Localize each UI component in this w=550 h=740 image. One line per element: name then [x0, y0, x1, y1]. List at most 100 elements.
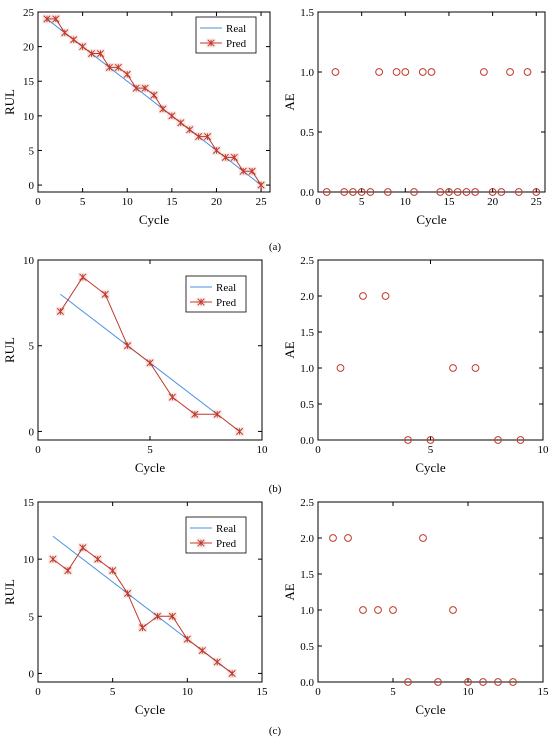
legend-box — [185, 275, 247, 313]
y-tick-label: 15 — [23, 497, 35, 509]
x-axis-label: Cycle — [135, 702, 166, 717]
y-tick-label: 10 — [23, 111, 35, 123]
ae-point — [488, 188, 497, 196]
pred-point — [239, 167, 247, 175]
ae-point — [375, 68, 384, 76]
y-axis-label: RUL — [2, 89, 17, 115]
ae-point — [494, 678, 502, 686]
plot-frame — [317, 259, 544, 441]
y-tick-label: 5 — [29, 611, 35, 623]
x-tick-label: 25 — [256, 196, 268, 208]
y-tick-label: 1.5 — [300, 7, 314, 19]
pred-point — [49, 555, 57, 563]
legend-box — [185, 516, 247, 554]
pred-point — [213, 658, 221, 666]
pred-point — [213, 410, 221, 418]
x-tick-label: 15 — [166, 196, 178, 208]
pred-point — [191, 410, 199, 418]
y-tick-label: 2.0 — [300, 291, 314, 303]
ae-point — [381, 292, 390, 300]
ae-point — [479, 678, 487, 686]
y-tick-label: 0.0 — [300, 677, 314, 689]
x-tick-label: 5 — [428, 444, 434, 456]
pred-point — [124, 589, 132, 597]
pred-point — [43, 15, 51, 23]
legend-pred-marker — [197, 298, 205, 306]
pred-point — [79, 544, 87, 552]
pred-point — [52, 15, 60, 23]
legend: Real Pred — [195, 16, 257, 54]
pred-point — [203, 133, 212, 141]
pred-point — [141, 84, 149, 92]
plot-frame — [317, 11, 546, 193]
pred-point — [221, 153, 229, 161]
y-tick-label: 0 — [29, 180, 35, 192]
ae-point — [392, 68, 401, 76]
y-tick-label: 1.5 — [300, 327, 314, 339]
ae-point — [516, 436, 525, 444]
x-tick-label: 0 — [315, 444, 321, 456]
x-tick-label: 10 — [400, 196, 412, 208]
ae-point — [329, 534, 337, 542]
x-tick-label: 5 — [390, 686, 396, 698]
y-tick-label: 0.5 — [300, 641, 314, 653]
y-tick-label: 2.5 — [300, 255, 314, 267]
legend-real-label: Real — [216, 523, 236, 535]
pred-point — [79, 273, 87, 281]
pred-point — [123, 70, 131, 78]
panel-label: (b) — [269, 483, 282, 495]
x-tick-label: 20 — [211, 196, 223, 208]
pred-point — [109, 567, 117, 575]
x-tick-label: 0 — [35, 686, 41, 698]
x-tick-label: 0 — [35, 444, 41, 456]
ae-point — [532, 188, 541, 196]
pred-point — [248, 167, 256, 175]
ae-point — [357, 188, 366, 196]
y-tick-label: 5 — [29, 145, 35, 157]
ae-point — [523, 68, 532, 76]
x-tick-label: 10 — [182, 686, 194, 698]
pred-point — [168, 112, 176, 120]
pred-point — [177, 119, 185, 127]
x-tick-label: 10 — [122, 196, 134, 208]
ae-point — [366, 188, 375, 196]
ae-point — [359, 292, 367, 300]
chart-2-scatter-ae: 0 5 10 15 20 25 0.0 0.5 1.0 1.5 Cycle AE — [282, 7, 546, 227]
plot-frame — [317, 501, 544, 683]
x-axis-label: Cycle — [415, 702, 446, 717]
pred-point — [150, 91, 158, 99]
x-tick-label: 15 — [257, 686, 269, 698]
pred-point — [96, 49, 105, 58]
pred-point — [159, 105, 167, 113]
chart-6-scatter-ae: 0 5 10 15 0.0 0.5 1.0 1.5 2.0 2.5 Cycle AE — [282, 497, 549, 717]
pred-point — [228, 669, 236, 677]
pred-point — [114, 63, 122, 71]
ae-point — [344, 534, 352, 542]
x-tick-label: 5 — [110, 686, 116, 698]
ae-point — [514, 188, 523, 196]
y-tick-label: 10 — [23, 554, 35, 566]
x-tick-label: 0 — [315, 686, 321, 698]
y-tick-label: 1.0 — [300, 67, 314, 79]
y-tick-label: 0.0 — [300, 187, 314, 199]
ae-point — [401, 68, 410, 76]
pred-point — [101, 290, 109, 298]
y-axis-label: AE — [282, 93, 297, 110]
legend: Real Pred — [185, 516, 247, 554]
pred-point — [257, 181, 265, 189]
pred-point — [168, 612, 176, 620]
chart-1-line-rul: 0 5 10 15 20 25 0 5 10 15 20 25 Cycle RUL Real Pred — [2, 7, 271, 227]
ae-point — [374, 606, 382, 614]
x-tick-label: 0 — [35, 196, 41, 208]
legend-pred-label: Pred — [226, 38, 247, 50]
x-tick-label: 0 — [315, 196, 321, 208]
y-tick-label: 1.5 — [300, 569, 314, 581]
y-tick-label: 25 — [23, 7, 35, 19]
ae-point — [494, 436, 502, 444]
x-tick-label: 5 — [80, 196, 86, 208]
pred-point — [64, 567, 72, 575]
pred-point — [183, 635, 191, 643]
ae-point — [449, 364, 457, 372]
ae-point — [340, 188, 349, 196]
